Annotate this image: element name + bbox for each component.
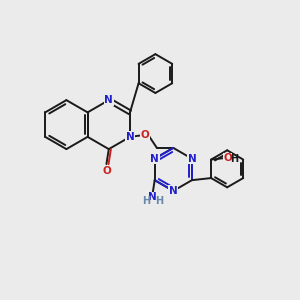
Text: N: N	[188, 154, 196, 164]
Text: H: H	[230, 154, 238, 164]
Text: O: O	[141, 130, 150, 140]
Text: N: N	[169, 186, 178, 196]
Text: N: N	[150, 154, 159, 164]
Text: O: O	[102, 166, 111, 176]
Text: H: H	[142, 196, 150, 206]
Text: H: H	[155, 196, 163, 206]
Text: N: N	[148, 192, 157, 202]
Text: N: N	[104, 95, 113, 105]
Text: N: N	[126, 132, 134, 142]
Text: O: O	[223, 153, 232, 163]
